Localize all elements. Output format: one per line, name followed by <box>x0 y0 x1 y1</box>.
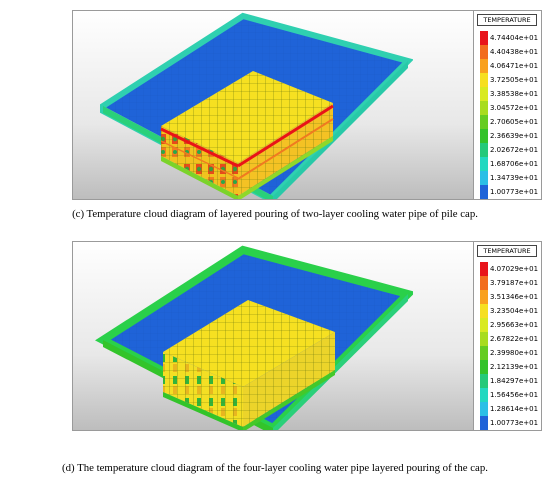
legend-value: 3.23504e+01 <box>490 307 539 315</box>
legend-swatch <box>480 143 488 157</box>
legend-value: 1.56456e+01 <box>490 391 539 399</box>
legend-value: 2.95663e+01 <box>490 321 539 329</box>
legend-swatch <box>480 185 488 199</box>
legend-swatch <box>480 262 488 276</box>
legend-value: 1.00773e+01 <box>490 419 539 427</box>
legend-swatch <box>480 101 488 115</box>
figure-d-model-render <box>95 245 413 430</box>
legend-value: 3.04572e+01 <box>490 104 539 112</box>
legend-value: 3.72505e+01 <box>490 76 539 84</box>
legend-swatch <box>480 31 488 45</box>
figure-d-panel: TEMPERATURE 4.07029e+01 3.79187e+01 3.5134… <box>72 241 542 431</box>
legend-swatch <box>480 157 488 171</box>
legend-swatch <box>480 73 488 87</box>
legend-value: 2.70605e+01 <box>490 118 539 126</box>
figure-d-caption: (d) The temperature cloud diagram of the… <box>62 462 488 474</box>
legend-swatch <box>480 115 488 129</box>
legend-value: 3.38538e+01 <box>490 90 539 98</box>
legend-swatch <box>480 59 488 73</box>
legend-swatch <box>480 374 488 388</box>
legend-swatch <box>480 346 488 360</box>
legend-swatch <box>480 276 488 290</box>
legend-swatch <box>480 318 488 332</box>
legend-value: 4.07029e+01 <box>490 265 539 273</box>
legend-value: 2.12139e+01 <box>490 363 539 371</box>
legend-value: 4.74404e+01 <box>490 34 539 42</box>
legend-swatch <box>480 416 488 430</box>
legend-value: 4.06471e+01 <box>490 62 539 70</box>
legend-value: 3.79187e+01 <box>490 279 539 287</box>
legend-value: 3.51346e+01 <box>490 293 539 301</box>
legend-swatch <box>480 45 488 59</box>
legend-swatch <box>480 360 488 374</box>
legend-value: 2.02672e+01 <box>490 146 539 154</box>
legend-title: TEMPERATURE <box>477 14 537 26</box>
legend-swatch <box>480 304 488 318</box>
figure-c-panel: TEMPERATURE 4.74404e+01 4.40438e+01 4.0647… <box>72 10 542 200</box>
legend-value: 1.68706e+01 <box>490 160 539 168</box>
legend-swatch <box>480 388 488 402</box>
legend-swatch <box>480 332 488 346</box>
figure-c-model-render <box>100 12 413 199</box>
legend-value: 4.40438e+01 <box>490 48 539 56</box>
legend-swatch <box>480 402 488 416</box>
legend-swatch <box>480 129 488 143</box>
legend-value: 1.84297e+01 <box>490 377 539 385</box>
legend-value: 2.36639e+01 <box>490 132 539 140</box>
legend-value: 1.00773e+01 <box>490 188 539 196</box>
figure-c-caption: (c) Temperature cloud diagram of layered… <box>72 208 478 220</box>
legend-value: 1.28614e+01 <box>490 405 539 413</box>
legend-swatch <box>480 290 488 304</box>
figure-d-legend: TEMPERATURE 4.07029e+01 3.79187e+01 3.5134… <box>473 242 541 430</box>
legend-value: 2.39980e+01 <box>490 349 539 357</box>
legend-title: TEMPERATURE <box>477 245 537 257</box>
legend-swatch <box>480 171 488 185</box>
legend-swatch <box>480 87 488 101</box>
legend-value: 1.34739e+01 <box>490 174 539 182</box>
figure-c-legend: TEMPERATURE 4.74404e+01 4.40438e+01 4.0647… <box>473 11 541 199</box>
legend-value: 2.67822e+01 <box>490 335 539 343</box>
